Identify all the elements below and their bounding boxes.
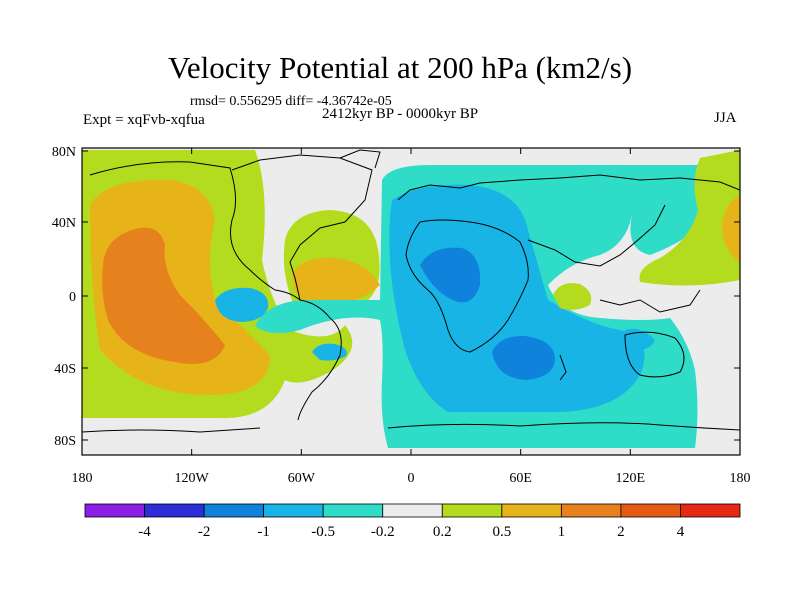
dateline-lime-region (639, 150, 740, 286)
colorbar-label: 0.5 (492, 524, 511, 540)
latitude-axis: 80N 40N 0 40S 80S (52, 145, 740, 449)
lon-tick-label: 60W (288, 471, 316, 486)
atlantic-yellow-region (292, 257, 380, 305)
africa-cyan-region (389, 184, 645, 412)
longitude-axis: 180 120W 60W 0 60E 120E 180 (72, 148, 751, 486)
season-label: JJA (714, 110, 737, 126)
colorbar-label: 4 (677, 524, 685, 540)
colorbar-swatch (441, 503, 503, 518)
lat-tick-label: 80N (52, 145, 76, 160)
central-america-cyan-region (215, 287, 269, 322)
colorbar-swatch (203, 503, 265, 518)
lat-tick-label: 80S (54, 434, 76, 449)
colorbar: -4 -2 -1 -0.5 -0.2 0.2 0.5 1 2 4 (84, 503, 741, 540)
lon-tick-label: 120E (616, 471, 646, 486)
colorbar-label: 0.2 (433, 524, 452, 540)
colorbar-swatch (560, 503, 622, 518)
colorbar-label: -2 (198, 524, 211, 540)
lon-tick-label: 120W (175, 471, 210, 486)
colorbar-label: -4 (138, 524, 151, 540)
lon-tick-label: 60E (509, 471, 532, 486)
colorbar-swatch (680, 503, 741, 518)
lon-tick-label: 180 (730, 471, 751, 486)
west-pacific-cyan-region (623, 328, 655, 351)
colorbar-swatch (501, 503, 562, 518)
experiment-label: Expt = xqFvb-xqfua (83, 112, 205, 128)
colorbar-label: -0.5 (311, 524, 335, 540)
colorbar-swatch (382, 503, 443, 518)
colorbar-label: 1 (558, 524, 566, 540)
period-label: 2412kyr BP - 0000kyr BP (322, 106, 479, 122)
lat-tick-label: 40S (54, 362, 76, 377)
colorbar-label: -1 (257, 524, 270, 540)
map-title: Velocity Potential at 200 hPa (km2/s) (167, 50, 633, 85)
map-field (82, 148, 740, 455)
south-america-cyan-region (312, 343, 347, 361)
colorbar-swatch (620, 503, 681, 518)
africa-blue-region (420, 247, 481, 303)
pacific-orange-region (102, 227, 225, 364)
dateline-yellow-region (722, 195, 740, 262)
colorbar-label: -0.2 (371, 524, 395, 540)
colorbar-swatch (322, 503, 384, 518)
lon-tick-label: 180 (72, 471, 93, 486)
colorbar-swatch (144, 503, 205, 518)
coastlines (82, 149, 740, 433)
lat-tick-label: 40N (52, 216, 76, 231)
stats-label: rmsd= 0.556295 diff= -4.36742e-05 (190, 94, 392, 109)
colorbar-swatch (84, 503, 145, 518)
lon-tick-label: 0 (408, 471, 415, 486)
colorbar-label: 2 (617, 524, 625, 540)
lat-tick-label: 0 (69, 290, 76, 305)
maritime-lime-region (553, 283, 592, 310)
indian-ocean-blue-region (492, 335, 555, 380)
colorbar-swatch (263, 503, 324, 518)
